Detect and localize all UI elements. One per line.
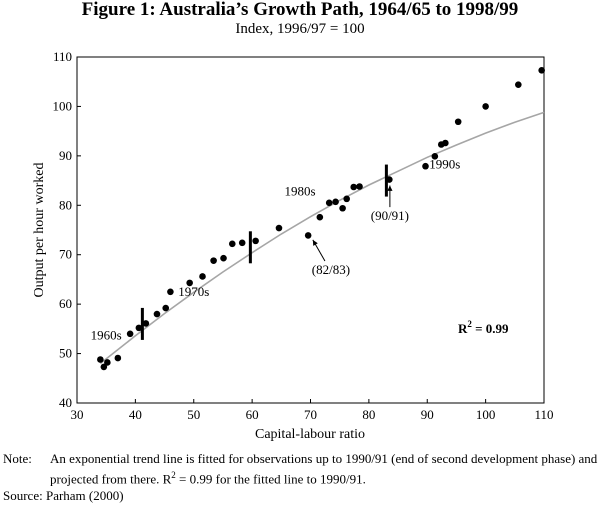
annotation-label: 1980s [284, 183, 315, 198]
data-point [325, 199, 333, 207]
x-tick-label: 60 [246, 407, 259, 422]
x-tick-label: 110 [534, 407, 553, 422]
annotation-label: 1960s [91, 328, 122, 343]
r-squared-label: R2 = 0.99 [458, 319, 509, 336]
data-point [126, 330, 134, 338]
data-point [454, 118, 462, 126]
x-tick-label: 90 [421, 407, 434, 422]
data-point [167, 288, 174, 296]
data-point [339, 204, 346, 212]
data-point [482, 103, 489, 110]
x-axis-ticks: 30 40 50 60 70 80 90 100 110 [71, 399, 554, 422]
annotation-label: (90/91) [371, 208, 409, 223]
data-point [316, 213, 324, 221]
data-point [142, 320, 150, 327]
x-axis-label: Capital-labour ratio [255, 427, 365, 442]
note-text-part-1: An exponential trend line is fitted for … [50, 451, 598, 487]
data-point [350, 183, 357, 191]
data-point [422, 162, 429, 170]
growth-path-chart: 30 40 50 60 70 80 90 100 110 405060708090100110 … [32, 49, 554, 442]
r-squared-symbol: R [458, 321, 468, 336]
arrow-head [387, 185, 393, 191]
y-tick-label: 90 [59, 148, 72, 163]
note-text: An exponential trend line is fitted for … [50, 451, 598, 487]
y-axis-label: Output per hour worked [32, 163, 47, 298]
figure-title: Figure 1: Australia’s Growth Path, 1964/… [81, 0, 519, 20]
y-tick-label: 60 [59, 296, 72, 311]
annotation-label: 1970s [178, 284, 209, 299]
note-text-part-2: = 0.99 for the fitted line to 1990/91. [175, 471, 366, 487]
data-point [100, 363, 108, 371]
data-point [97, 356, 104, 363]
y-tick-label: 100 [53, 98, 73, 113]
x-tick-label: 70 [304, 407, 317, 422]
y-axis-ticks: 40 50 60 70 80 90 100 110 [53, 49, 81, 410]
data-point [343, 195, 350, 203]
r-squared-value: = 0.99 [472, 321, 509, 336]
data-point [210, 257, 217, 264]
data-point [332, 198, 339, 206]
data-point [186, 279, 193, 287]
x-tick-label: 50 [187, 407, 200, 422]
trend-line [99, 111, 545, 365]
data-point [431, 153, 439, 160]
data-point [238, 239, 246, 247]
data-point [135, 324, 143, 332]
y-tick-label: 80 [59, 197, 72, 212]
y-tick-label: 70 [59, 247, 72, 262]
data-point [220, 254, 227, 262]
note-label: Note: [3, 451, 32, 466]
data-point [538, 67, 545, 74]
data-point [252, 237, 259, 245]
phase-markers [140, 164, 388, 340]
data-point [275, 224, 283, 232]
y-tick-label: 50 [59, 346, 72, 361]
arrow-head [312, 239, 318, 246]
y-tick-label: 40 [59, 395, 72, 410]
data-point [442, 139, 449, 147]
data-point [515, 81, 522, 88]
note-text-superscript: 2 [171, 470, 176, 480]
data-point [153, 310, 161, 318]
plot-frame [76, 56, 545, 404]
data-point [304, 232, 312, 239]
source-line: Source: Parham (2000) [3, 488, 124, 503]
x-tick-label: 40 [129, 407, 142, 422]
annotation-label: 1990s [429, 157, 460, 172]
x-tick-label: 100 [476, 407, 496, 422]
data-point [104, 359, 111, 366]
x-tick-label: 30 [71, 407, 84, 422]
data-point [114, 354, 122, 362]
figure-subtitle: Index, 1996/97 = 100 [235, 21, 365, 37]
data-point [228, 240, 236, 248]
data-point [199, 273, 206, 280]
chart-annotations: 1960s 1970s 1980s 1990s (82/83) (90/91) [91, 157, 461, 343]
y-tick-label: 110 [53, 49, 72, 64]
x-tick-label: 80 [362, 407, 375, 422]
data-point [356, 183, 363, 190]
data-points [97, 67, 545, 371]
data-point [162, 304, 170, 312]
r-squared-exponent: 2 [467, 319, 472, 329]
annotation-label: (82/83) [312, 262, 350, 277]
